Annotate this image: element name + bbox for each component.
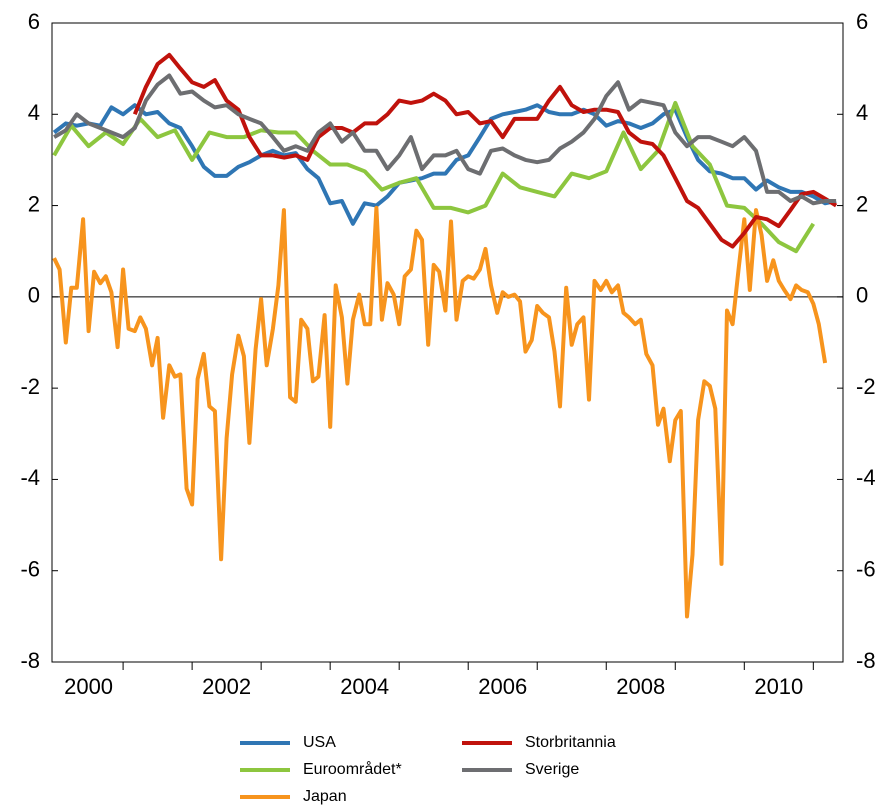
x-tick-label: 2010 bbox=[754, 674, 803, 699]
x-tick-label: 2000 bbox=[64, 674, 113, 699]
y-tick-label: 0 bbox=[28, 283, 40, 308]
series-line bbox=[52, 103, 837, 226]
y-tick-label: 2 bbox=[28, 191, 40, 216]
y2-tick-label: -2 bbox=[856, 374, 876, 399]
series-line bbox=[53, 73, 837, 206]
legend-label: Sverige bbox=[525, 761, 579, 778]
legend-label: Euroområdet* bbox=[303, 760, 402, 778]
y-tick-label: -6 bbox=[20, 557, 40, 582]
x-tick-label: 2002 bbox=[202, 674, 251, 699]
x-tick-label: 2004 bbox=[340, 674, 389, 699]
y-tick-label: -4 bbox=[20, 465, 40, 490]
y-tick-label: 6 bbox=[28, 9, 40, 34]
plot-frame bbox=[51, 22, 844, 663]
y2-tick-label: 6 bbox=[856, 9, 868, 34]
series-line bbox=[132, 52, 838, 249]
y-tick-label: 4 bbox=[28, 100, 40, 125]
x-tick-label: 2006 bbox=[478, 674, 527, 699]
y-tick-label: -2 bbox=[20, 374, 40, 399]
y2-tick-label: -6 bbox=[856, 557, 876, 582]
y2-tick-label: 2 bbox=[856, 191, 868, 216]
x-tick-label: 2008 bbox=[616, 674, 665, 699]
y-tick-label: -8 bbox=[20, 648, 40, 673]
series-line bbox=[52, 205, 828, 619]
legend-label: Storbritannia bbox=[525, 734, 616, 751]
y2-tick-label: 0 bbox=[856, 283, 868, 308]
legend-label: Japan bbox=[303, 788, 347, 805]
y2-tick-label: -8 bbox=[856, 648, 876, 673]
y2-tick-label: 4 bbox=[856, 100, 868, 125]
legend-label: USA bbox=[303, 734, 336, 751]
y2-tick-label: -4 bbox=[856, 465, 876, 490]
series-line bbox=[52, 100, 815, 254]
